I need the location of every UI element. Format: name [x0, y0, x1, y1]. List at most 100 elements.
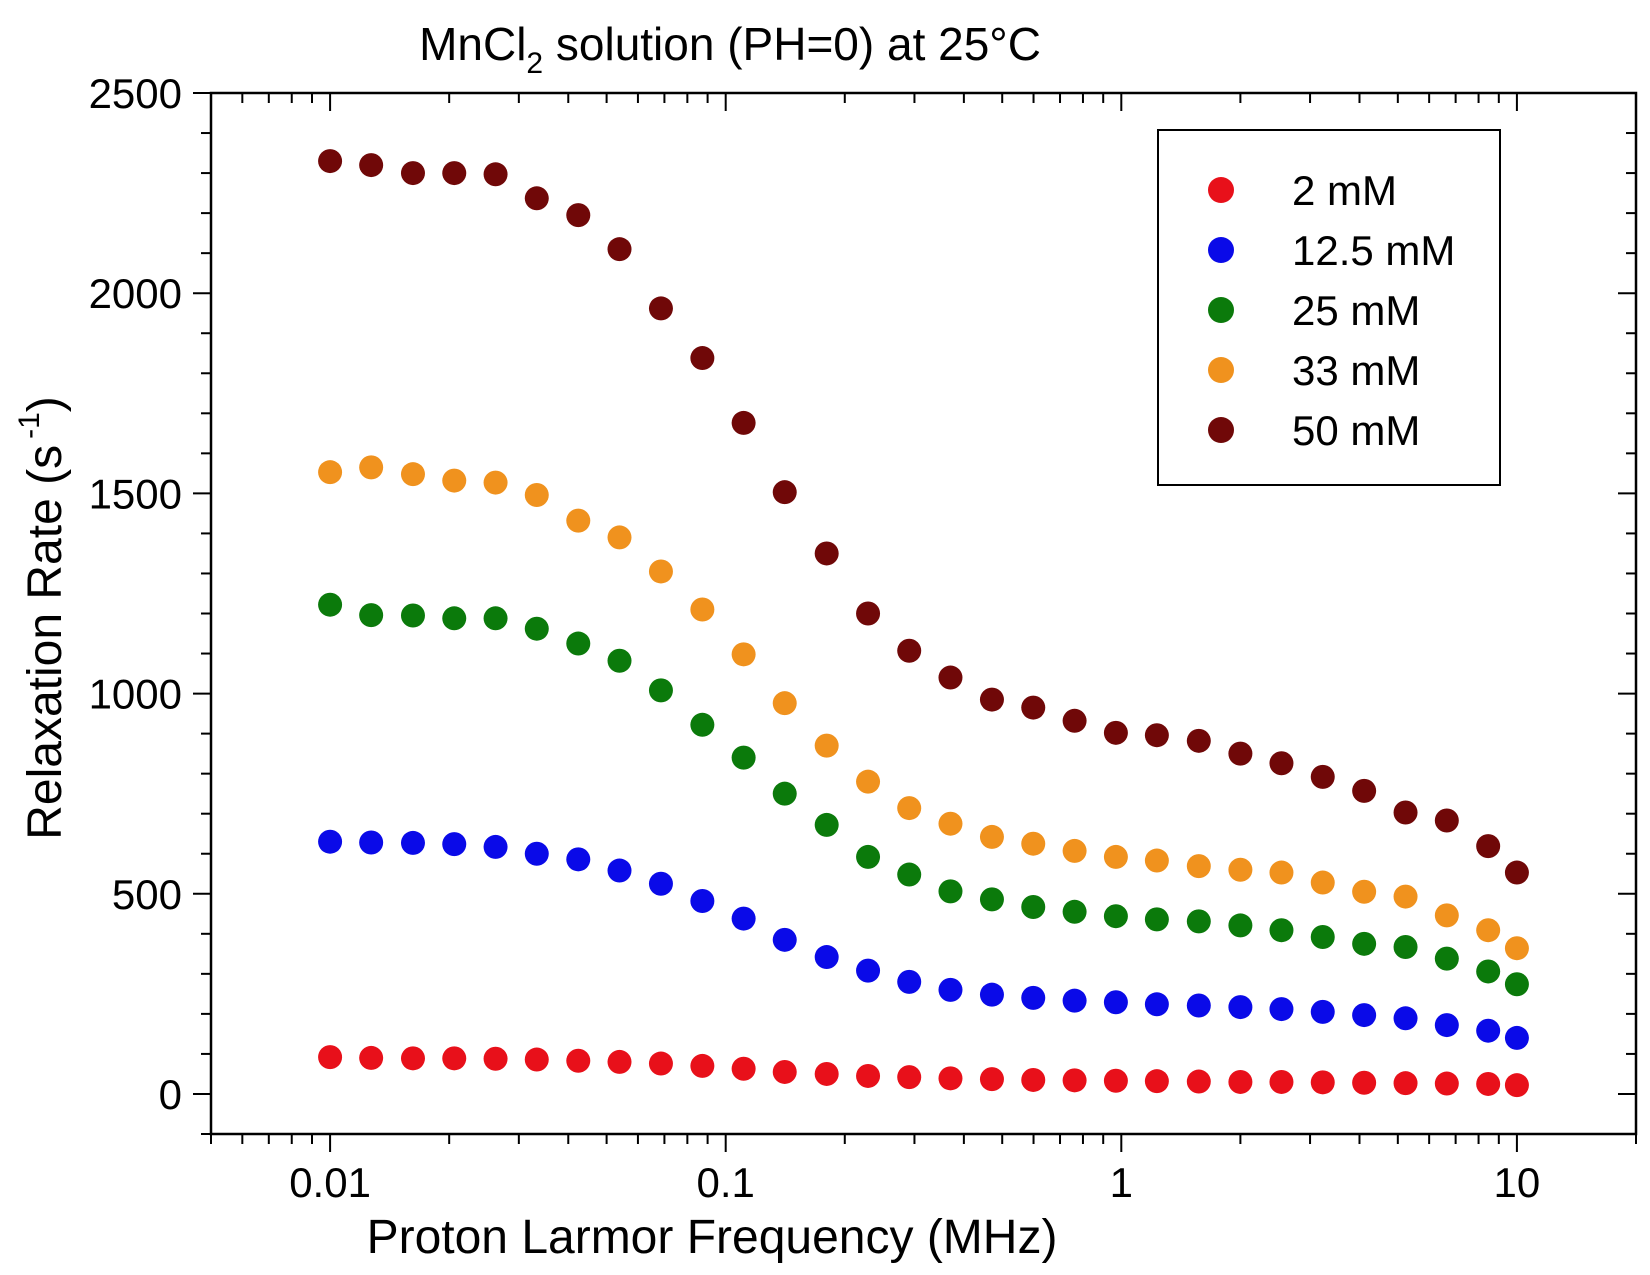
data-point — [483, 162, 508, 187]
data-point — [814, 733, 839, 758]
data-point — [1062, 899, 1087, 924]
data-point — [1186, 1069, 1211, 1094]
data-point — [938, 879, 963, 904]
x-tick-label: 1 — [1110, 1159, 1133, 1206]
x-axis-label: Proton Larmor Frequency (MHz) — [367, 1211, 1058, 1264]
data-point — [856, 1063, 881, 1088]
data-point — [359, 153, 384, 178]
data-point — [814, 541, 839, 566]
data-point — [938, 977, 963, 1002]
data-point — [1434, 808, 1459, 833]
data-point — [1504, 1025, 1529, 1050]
data-point — [1144, 992, 1169, 1017]
data-point — [856, 601, 881, 626]
data-point — [442, 832, 467, 857]
y-tick-label: 1000 — [89, 671, 182, 718]
data-point — [1144, 907, 1169, 932]
data-point — [690, 346, 715, 371]
x-tick-label: 10 — [1494, 1159, 1541, 1206]
data-point — [483, 1046, 508, 1071]
data-point — [1352, 778, 1377, 803]
data-point — [1476, 834, 1501, 859]
data-point — [1393, 1071, 1418, 1096]
data-point — [772, 1059, 797, 1084]
data-point — [731, 642, 756, 667]
data-point — [1310, 999, 1335, 1024]
legend-label: 12.5 mM — [1292, 227, 1455, 274]
data-point — [1103, 1068, 1128, 1093]
data-point — [1269, 918, 1294, 943]
series-25-mm — [318, 592, 1529, 997]
legend-marker — [1208, 417, 1234, 443]
data-point — [772, 480, 797, 505]
data-point — [1352, 931, 1377, 956]
data-point — [1269, 1069, 1294, 1094]
chart-title: MnCl2 solution (PH=0) at 25°C — [419, 18, 1041, 80]
data-point — [1144, 1069, 1169, 1094]
data-point — [1269, 751, 1294, 776]
data-point — [856, 844, 881, 869]
data-point — [607, 237, 632, 262]
data-point — [318, 1045, 343, 1070]
data-point — [690, 712, 715, 737]
data-point — [1352, 879, 1377, 904]
data-point — [1269, 860, 1294, 885]
data-point — [938, 665, 963, 690]
data-point — [690, 597, 715, 622]
data-point — [772, 691, 797, 716]
data-point — [979, 824, 1004, 849]
data-point — [1021, 894, 1046, 919]
data-point — [318, 460, 343, 485]
data-point — [938, 811, 963, 836]
data-point — [1228, 995, 1253, 1020]
series-33-mm — [318, 455, 1529, 961]
data-point — [359, 455, 384, 480]
x-tick-label: 0.01 — [289, 1159, 371, 1206]
data-point — [1186, 993, 1211, 1018]
data-point — [1504, 972, 1529, 997]
y-tick-label: 500 — [112, 871, 182, 918]
data-point — [897, 862, 922, 887]
data-point — [897, 1065, 922, 1090]
data-point — [1476, 918, 1501, 943]
data-point — [1144, 723, 1169, 748]
data-point — [731, 906, 756, 931]
data-point — [1393, 1006, 1418, 1031]
legend-marker — [1208, 237, 1234, 263]
data-point — [731, 1056, 756, 1081]
data-point — [897, 638, 922, 663]
data-point — [1228, 913, 1253, 938]
data-point — [1062, 708, 1087, 733]
data-point — [318, 149, 343, 174]
legend-label: 2 mM — [1292, 167, 1397, 214]
data-point — [1434, 946, 1459, 971]
data-point — [359, 1045, 384, 1070]
data-point — [607, 525, 632, 550]
data-point — [648, 678, 673, 703]
data-point — [897, 969, 922, 994]
data-point — [442, 468, 467, 493]
data-point — [442, 161, 467, 186]
data-point — [607, 858, 632, 883]
series-12-5-mm — [318, 829, 1529, 1050]
data-point — [648, 296, 673, 321]
data-point — [814, 812, 839, 837]
legend-marker — [1208, 357, 1234, 383]
data-point — [648, 559, 673, 584]
data-point — [772, 927, 797, 952]
y-tick-label: 0 — [159, 1071, 182, 1118]
data-point — [731, 745, 756, 770]
data-point — [1228, 1069, 1253, 1094]
data-point — [856, 769, 881, 794]
data-point — [1310, 925, 1335, 950]
data-point — [442, 606, 467, 631]
data-point — [979, 687, 1004, 712]
data-point — [772, 781, 797, 806]
data-point — [897, 796, 922, 821]
legend-marker — [1208, 297, 1234, 323]
data-point — [1310, 764, 1335, 789]
data-point — [1310, 1070, 1335, 1095]
data-point — [1310, 870, 1335, 895]
data-point — [524, 841, 549, 866]
